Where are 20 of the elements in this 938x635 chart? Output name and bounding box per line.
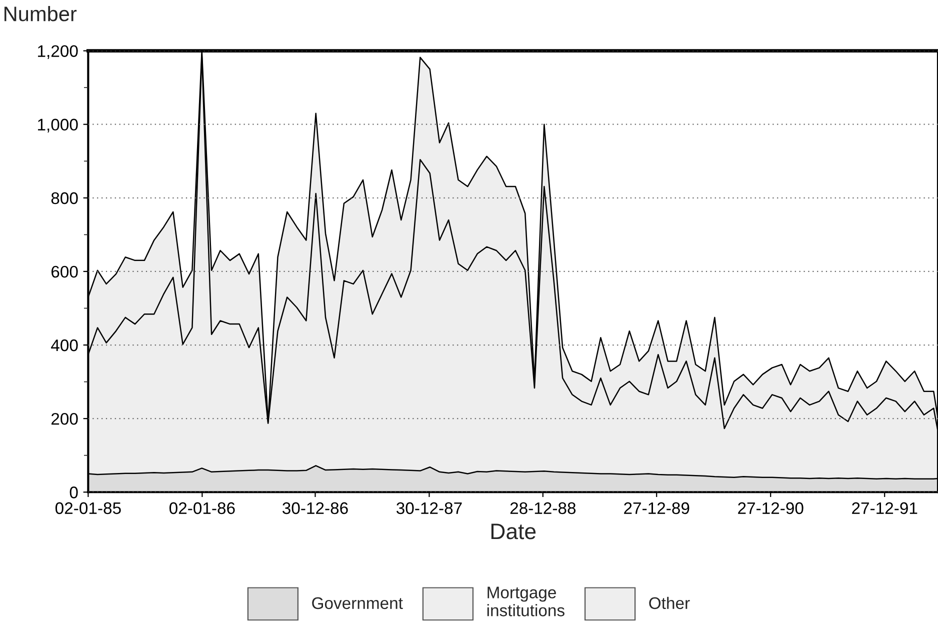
legend-label: Mortgage institutions — [487, 586, 564, 616]
y-tick-label: 1,200 — [38, 45, 78, 59]
y-tick-label: 400 — [51, 339, 78, 352]
y-tick-label: 800 — [51, 192, 78, 204]
x-tick-label: 27-12-91 — [852, 502, 918, 514]
y-tick-label: 1,000 — [38, 118, 78, 133]
x-axis-title: Date — [491, 524, 536, 540]
y-tick-label: 600 — [51, 266, 78, 278]
x-tick-label: 30-12-86 — [282, 502, 348, 514]
x-tick-label: 27-12-90 — [738, 502, 804, 514]
x-tick-label: 02-01-86 — [169, 502, 235, 514]
legend-label: Other — [649, 596, 690, 610]
legend-label: Government — [312, 597, 403, 610]
x-tick-label: 27-12-89 — [624, 502, 690, 514]
x-tick-label: 30-12-87 — [396, 502, 462, 514]
x-tick-label: 02-01-85 — [55, 502, 121, 514]
y-tick-label: 0 — [70, 486, 78, 498]
y-tick-label: 200 — [51, 412, 78, 425]
x-tick-label: 28-12-88 — [510, 502, 576, 514]
y-axis-title: Number — [4, 6, 77, 22]
